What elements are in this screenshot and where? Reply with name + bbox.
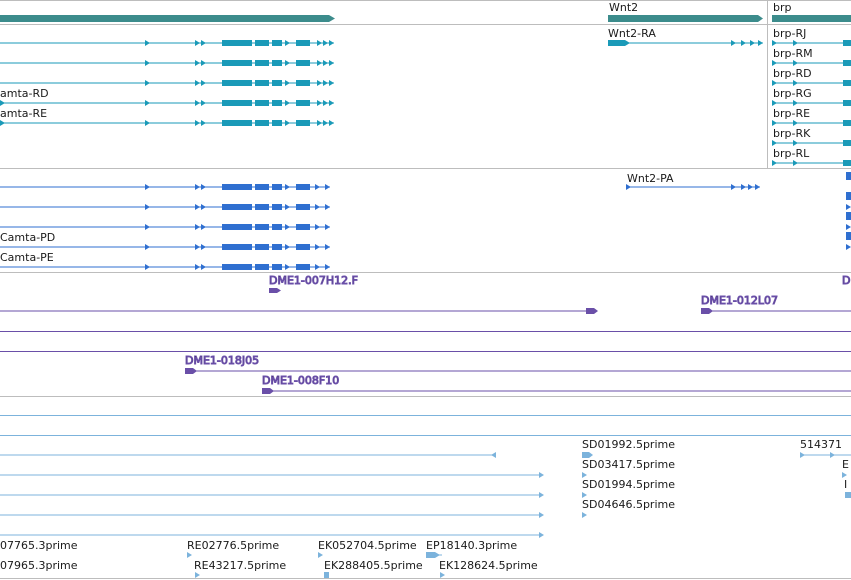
est-feature[interactable] — [324, 572, 329, 578]
est-feature[interactable] — [426, 552, 442, 558]
brp-rm-label: brp-RM — [773, 47, 813, 60]
clone-feature[interactable] — [0, 308, 598, 314]
brp-rd-label: brp-RD — [773, 67, 812, 80]
est-feature[interactable] — [845, 492, 851, 498]
est-feature[interactable] — [582, 512, 587, 518]
protein-row[interactable] — [0, 264, 330, 270]
est-clipped-label: I — [844, 478, 847, 491]
est-feature[interactable] — [842, 472, 847, 478]
clone-track: DME1-007H12.F DME1-012L07 D DME1-018J05 … — [0, 274, 851, 394]
est-feature[interactable] — [582, 452, 593, 458]
wnt2-pa-protein[interactable] — [626, 184, 760, 190]
camta-rd-label: amta-RD — [0, 87, 49, 100]
est-feature[interactable] — [318, 552, 323, 558]
clone-feature[interactable] — [185, 368, 851, 374]
protein-row[interactable] — [0, 204, 330, 210]
clone-feature[interactable] — [701, 308, 851, 314]
ek052704-label: EK052704.5prime — [318, 539, 417, 552]
brp-gene-label: brp — [773, 1, 792, 14]
wnt2-ra-label: Wnt2-RA — [608, 27, 656, 40]
transcript-row[interactable] — [0, 40, 334, 46]
transcript-row[interactable] — [0, 60, 334, 66]
est-feature[interactable] — [0, 492, 544, 498]
camta-re-label: amta-RE — [0, 107, 47, 120]
brp-rj-label: brp-RJ — [773, 27, 806, 40]
sd04646-label: SD04646.5prime — [582, 498, 675, 511]
dme1-018j05-label: DME1-018J05 — [185, 354, 259, 367]
clone-feature[interactable] — [262, 388, 851, 394]
re43217-label: RE43217.5prime — [194, 559, 286, 572]
camta-proteins[interactable] — [0, 184, 330, 270]
est-track — [0, 415, 851, 578]
transcript-track: amta-RD amta-RE Wnt2-RA brp-RJ brp-RM br… — [0, 27, 851, 166]
est-feature[interactable] — [187, 552, 192, 558]
protein-track: Camta-PD Camta-PE Wnt2-PA — [0, 172, 851, 270]
est-feature[interactable] — [440, 572, 445, 578]
brp-rl-label: brp-RL — [773, 147, 810, 160]
ep18140-label: EP18140.3prime — [426, 539, 517, 552]
est-feature[interactable] — [0, 512, 544, 518]
gene-track: Wnt2 brp — [0, 1, 851, 22]
protein-row[interactable] — [0, 224, 330, 230]
est-feature[interactable] — [582, 472, 587, 478]
clone-clipped-label: D — [842, 274, 850, 287]
transcript-row[interactable] — [0, 100, 334, 106]
camta-pe-label: Camta-PE — [0, 251, 54, 264]
est-labels: SD01992.5prime SD03417.5prime SD01994.5p… — [0, 438, 849, 572]
wnt2-gene-bar[interactable] — [608, 15, 763, 22]
brp-rk-label: brp-RK — [773, 127, 811, 140]
est-07965-label: 07965.3prime — [0, 559, 78, 572]
clone-feature[interactable] — [269, 288, 281, 293]
est-feature[interactable] — [195, 572, 200, 578]
brp-transcripts[interactable] — [772, 40, 851, 166]
est-07765-label: 07765.3prime — [0, 539, 78, 552]
brp-rg-label: brp-RG — [773, 87, 812, 100]
est-514371-label: 514371 — [800, 438, 842, 451]
wnt2-ra-transcript[interactable] — [608, 40, 763, 46]
dme1-008f10-label: DME1-008F10 — [262, 374, 339, 387]
dme1-007h12-label: DME1-007H12.F — [269, 274, 358, 287]
brp-re-label: brp-RE — [773, 107, 810, 120]
est-feature[interactable] — [582, 492, 587, 498]
sd01992-label: SD01992.5prime — [582, 438, 675, 451]
wnt2-pa-label: Wnt2-PA — [627, 172, 674, 185]
re02776-label: RE02776.5prime — [187, 539, 279, 552]
camta-gene-bar[interactable] — [0, 15, 335, 22]
brp-proteins-clipped[interactable] — [846, 172, 851, 250]
protein-row[interactable] — [0, 244, 330, 250]
transcript-row[interactable] — [0, 80, 334, 86]
est-clipped-label: E — [842, 458, 849, 471]
est-feature[interactable] — [800, 452, 851, 458]
camta-pd-label: Camta-PD — [0, 231, 55, 244]
wnt2-gene-label: Wnt2 — [609, 1, 638, 14]
sd03417-label: SD03417.5prime — [582, 458, 675, 471]
dme1-012l07-label: DME1-012L07 — [701, 294, 778, 307]
ek128624-label: EK128624.5prime — [439, 559, 538, 572]
sd01994-label: SD01994.5prime — [582, 478, 675, 491]
brp-gene-bar[interactable] — [772, 15, 851, 22]
est-feature[interactable] — [0, 532, 544, 538]
camta-transcripts[interactable] — [0, 40, 334, 126]
est-feature[interactable] — [0, 452, 496, 458]
est-feature[interactable] — [0, 472, 544, 478]
transcript-row[interactable] — [0, 120, 334, 126]
protein-row[interactable] — [0, 184, 330, 190]
ek288405-label: EK288405.5prime — [324, 559, 423, 572]
